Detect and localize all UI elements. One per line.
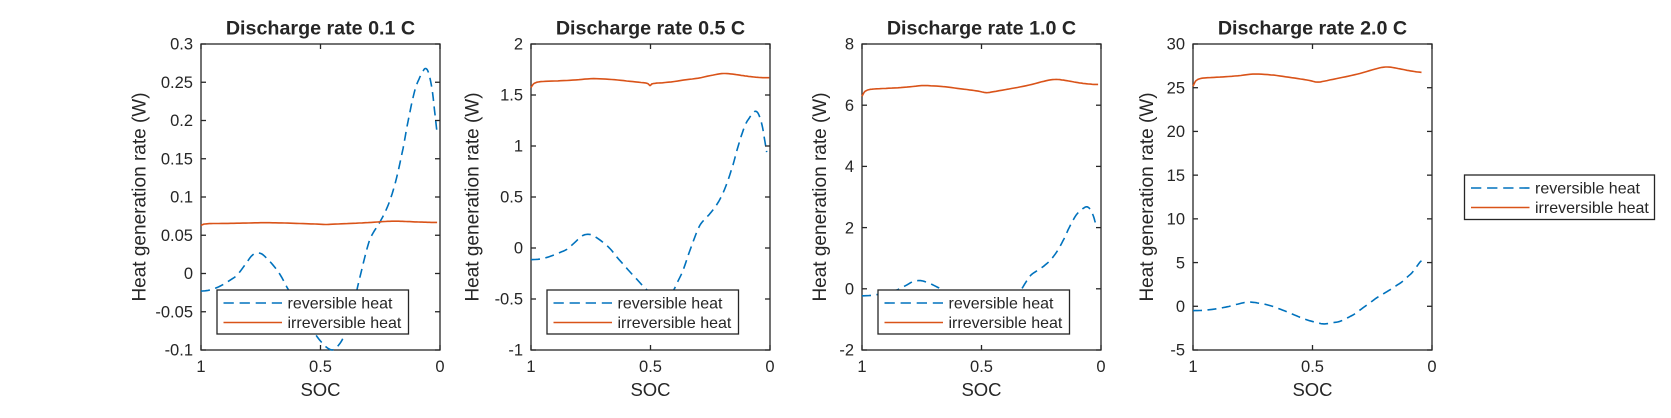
svg-text:0.15: 0.15 bbox=[161, 150, 193, 168]
svg-text:4: 4 bbox=[845, 158, 854, 176]
svg-text:-0.5: -0.5 bbox=[495, 291, 523, 309]
svg-text:0: 0 bbox=[1176, 298, 1185, 316]
svg-text:0.5: 0.5 bbox=[500, 189, 523, 207]
svg-text:6: 6 bbox=[845, 97, 854, 115]
svg-text:0: 0 bbox=[1427, 358, 1436, 376]
svg-text:-2: -2 bbox=[839, 342, 854, 360]
svg-text:2: 2 bbox=[845, 219, 854, 237]
svg-text:1: 1 bbox=[196, 358, 205, 376]
svg-text:Heat generation rate (W): Heat generation rate (W) bbox=[810, 92, 831, 301]
svg-text:0.25: 0.25 bbox=[161, 74, 193, 92]
svg-text:reversible heat: reversible heat bbox=[288, 296, 394, 313]
svg-text:irreversible heat: irreversible heat bbox=[288, 315, 402, 332]
svg-text:reversible heat: reversible heat bbox=[1535, 181, 1641, 198]
svg-text:Discharge rate 0.5 C: Discharge rate 0.5 C bbox=[556, 18, 745, 40]
svg-text:reversible heat: reversible heat bbox=[618, 296, 724, 313]
svg-text:SOC: SOC bbox=[300, 379, 340, 400]
svg-text:1: 1 bbox=[526, 358, 535, 376]
svg-text:2: 2 bbox=[514, 36, 523, 54]
svg-text:1: 1 bbox=[514, 138, 523, 156]
svg-text:5: 5 bbox=[1176, 254, 1185, 272]
svg-text:0.5: 0.5 bbox=[1301, 358, 1324, 376]
svg-text:SOC: SOC bbox=[630, 379, 670, 400]
svg-text:0: 0 bbox=[435, 358, 444, 376]
svg-text:0.5: 0.5 bbox=[639, 358, 662, 376]
svg-text:0.5: 0.5 bbox=[309, 358, 332, 376]
svg-text:Heat generation rate (W): Heat generation rate (W) bbox=[129, 92, 150, 301]
svg-text:irreversible heat: irreversible heat bbox=[1535, 200, 1649, 217]
svg-text:0: 0 bbox=[845, 281, 854, 299]
svg-text:10: 10 bbox=[1167, 211, 1185, 229]
svg-text:0.5: 0.5 bbox=[970, 358, 993, 376]
svg-text:1.5: 1.5 bbox=[500, 87, 523, 105]
svg-text:Discharge rate 0.1 C: Discharge rate 0.1 C bbox=[226, 18, 415, 40]
svg-text:0: 0 bbox=[765, 358, 774, 376]
svg-text:Discharge rate 2.0 C: Discharge rate 2.0 C bbox=[1218, 18, 1407, 40]
svg-text:SOC: SOC bbox=[1292, 379, 1332, 400]
svg-text:0.1: 0.1 bbox=[170, 189, 193, 207]
svg-text:0: 0 bbox=[514, 240, 523, 258]
svg-text:0.2: 0.2 bbox=[170, 112, 193, 130]
svg-text:SOC: SOC bbox=[961, 379, 1001, 400]
svg-text:Discharge rate 1.0 C: Discharge rate 1.0 C bbox=[887, 18, 1076, 40]
svg-text:-5: -5 bbox=[1170, 342, 1185, 360]
svg-text:0.05: 0.05 bbox=[161, 227, 193, 245]
svg-text:1: 1 bbox=[1188, 358, 1197, 376]
svg-text:15: 15 bbox=[1167, 167, 1185, 185]
svg-text:reversible heat: reversible heat bbox=[949, 296, 1055, 313]
svg-text:25: 25 bbox=[1167, 79, 1185, 97]
svg-text:1: 1 bbox=[857, 358, 866, 376]
svg-text:0.3: 0.3 bbox=[170, 36, 193, 54]
svg-text:20: 20 bbox=[1167, 123, 1185, 141]
svg-text:-1: -1 bbox=[508, 342, 523, 360]
svg-text:Heat generation rate (W): Heat generation rate (W) bbox=[462, 92, 483, 301]
svg-text:Heat generation rate (W): Heat generation rate (W) bbox=[1137, 92, 1158, 301]
svg-text:8: 8 bbox=[845, 36, 854, 54]
svg-text:30: 30 bbox=[1167, 36, 1185, 54]
svg-text:0: 0 bbox=[184, 265, 193, 283]
svg-text:-0.1: -0.1 bbox=[165, 342, 193, 360]
svg-text:irreversible heat: irreversible heat bbox=[618, 315, 732, 332]
svg-text:irreversible heat: irreversible heat bbox=[949, 315, 1063, 332]
svg-text:0: 0 bbox=[1096, 358, 1105, 376]
svg-text:-0.05: -0.05 bbox=[155, 303, 193, 321]
